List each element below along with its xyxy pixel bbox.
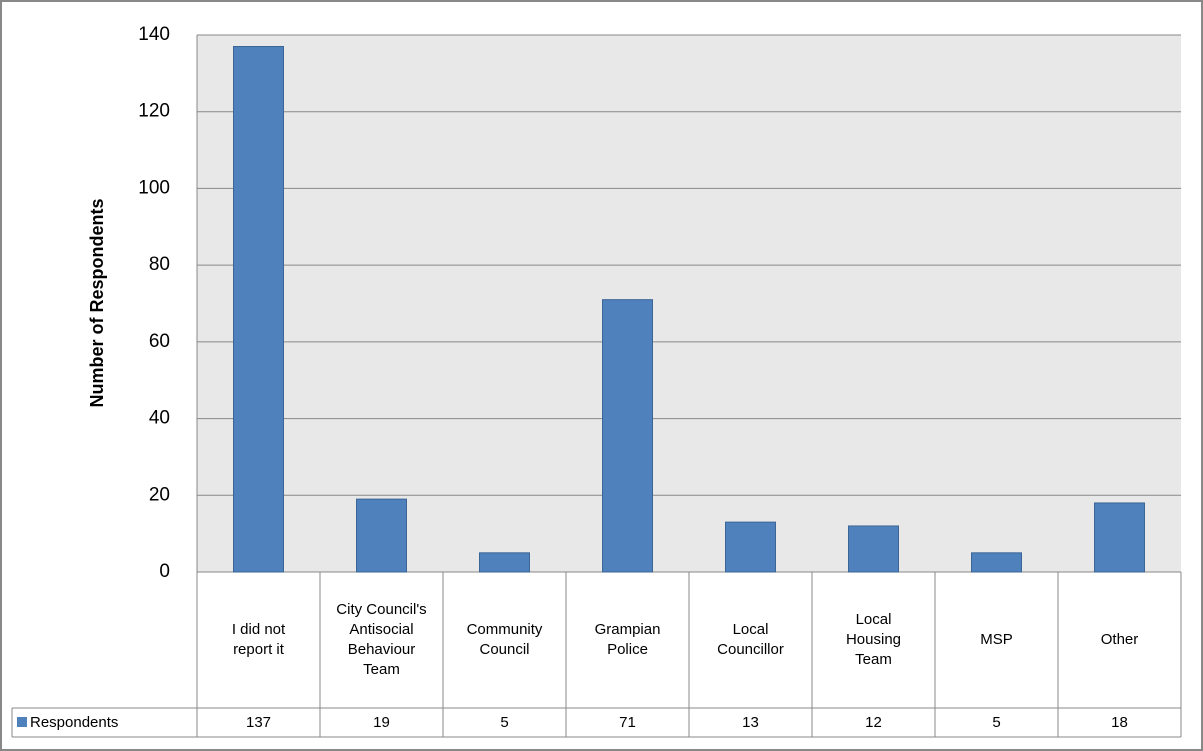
table-value: 19 bbox=[373, 714, 390, 731]
table-value: 137 bbox=[246, 714, 271, 731]
legend-label: Respondents bbox=[30, 714, 118, 731]
bar bbox=[602, 299, 653, 573]
x-tick-label: I did not report it bbox=[231, 621, 286, 658]
x-tick-label-box: City Council's Antisocial Behaviour Team bbox=[336, 601, 427, 678]
y-tick-label: 0 bbox=[159, 561, 170, 582]
table-value: 12 bbox=[865, 714, 882, 731]
y-tick-label: 80 bbox=[149, 254, 170, 275]
y-tick-label: 100 bbox=[138, 177, 170, 198]
y-tick-label: 20 bbox=[149, 484, 170, 505]
x-tick-label: Other bbox=[1100, 631, 1139, 648]
x-tick-label-box: Local Housing Team bbox=[845, 611, 902, 668]
x-tick-label-box: Other bbox=[1100, 631, 1139, 648]
bar bbox=[1094, 502, 1145, 573]
bar bbox=[725, 521, 776, 573]
x-tick-label-box: Local Councillor bbox=[717, 621, 784, 658]
x-tick-label: Local Councillor bbox=[717, 621, 784, 658]
x-tick-label: Local Housing Team bbox=[845, 611, 902, 668]
x-tick-label: MSP bbox=[980, 631, 1013, 648]
x-tick-label-box: Grampian Police bbox=[594, 621, 661, 658]
x-tick-label-box: I did not report it bbox=[231, 621, 286, 658]
table-value: 18 bbox=[1111, 714, 1128, 731]
y-axis-label: Number of Respondents bbox=[87, 198, 107, 407]
table-value: 13 bbox=[742, 714, 759, 731]
x-tick-label: Grampian Police bbox=[594, 621, 661, 658]
table-value: 71 bbox=[619, 714, 636, 731]
y-tick-label: 120 bbox=[138, 101, 170, 122]
x-tick-label: Community Council bbox=[466, 621, 543, 658]
bar bbox=[848, 525, 899, 573]
table-value: 5 bbox=[992, 714, 1000, 731]
x-tick-label: City Council's Antisocial Behaviour Team bbox=[336, 601, 427, 678]
y-tick-label: 60 bbox=[149, 331, 170, 352]
bar bbox=[233, 46, 284, 573]
plot-area bbox=[197, 35, 1181, 572]
y-tick-label: 40 bbox=[149, 408, 170, 429]
y-tick-label: 140 bbox=[138, 24, 170, 45]
x-tick-label-box: Community Council bbox=[466, 621, 543, 658]
bar bbox=[356, 498, 407, 573]
bar bbox=[971, 552, 1022, 573]
table-value: 5 bbox=[500, 714, 508, 731]
bar bbox=[479, 552, 530, 573]
legend-key bbox=[17, 717, 27, 727]
x-tick-label-box: MSP bbox=[980, 631, 1013, 648]
